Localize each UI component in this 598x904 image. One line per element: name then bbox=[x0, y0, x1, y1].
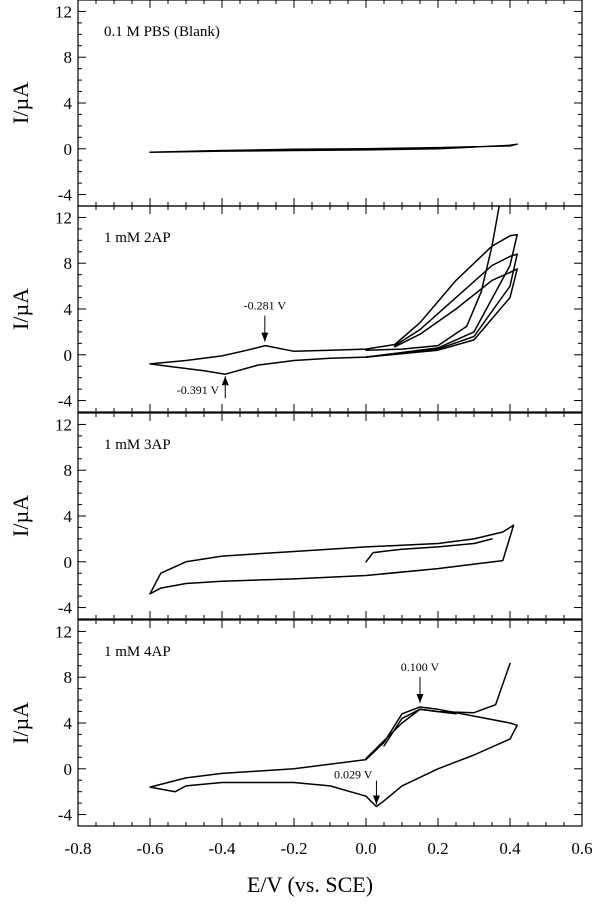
x-tick-label: 0.4 bbox=[499, 839, 521, 858]
y-tick-label: 0 bbox=[64, 760, 73, 779]
annotation-arrowhead bbox=[221, 376, 229, 386]
panel-label: 1 mM 4AP bbox=[104, 644, 171, 660]
x-tick-label: 0.2 bbox=[427, 839, 448, 858]
y-axis-title: I/µA bbox=[8, 288, 33, 330]
annotation-arrowhead bbox=[261, 332, 269, 342]
series-line-2 bbox=[365, 538, 493, 563]
y-tick-label: 4 bbox=[64, 507, 73, 526]
annotation-arrowhead bbox=[416, 693, 424, 703]
y-tick-label: 4 bbox=[64, 94, 73, 113]
series-line-1 bbox=[149, 143, 518, 153]
series-line-3 bbox=[365, 662, 511, 760]
y-tick-label: -4 bbox=[58, 806, 73, 825]
series-line-2 bbox=[383, 708, 457, 747]
series-line-1 bbox=[149, 524, 515, 595]
x-tick-label: 0.6 bbox=[571, 839, 592, 858]
series-line-3 bbox=[365, 268, 518, 358]
y-tick-label: -4 bbox=[58, 392, 73, 411]
y-tick-label: 12 bbox=[55, 415, 72, 434]
series-line-2 bbox=[365, 253, 518, 358]
series-line-4 bbox=[365, 205, 500, 351]
annotation-label: 0.100 V bbox=[401, 660, 440, 674]
y-tick-label: 8 bbox=[64, 48, 73, 67]
annotation-label: -0.391 V bbox=[177, 383, 220, 397]
panel-label: 1 mM 2AP bbox=[104, 230, 171, 246]
y-tick-label: -4 bbox=[58, 186, 73, 205]
y-tick-label: 12 bbox=[55, 622, 72, 641]
y-axis-title: I/µA bbox=[8, 495, 33, 537]
x-tick-label: -0.8 bbox=[65, 839, 92, 858]
y-tick-label: 0 bbox=[64, 346, 73, 365]
x-tick-label: -0.2 bbox=[281, 839, 308, 858]
x-tick-label: -0.4 bbox=[209, 839, 236, 858]
y-tick-label: 4 bbox=[64, 714, 73, 733]
y-tick-label: 8 bbox=[64, 461, 73, 480]
y-tick-label: 12 bbox=[55, 208, 72, 227]
y-tick-label: 0 bbox=[64, 140, 73, 159]
annotation-label: -0.281 V bbox=[244, 299, 287, 313]
y-tick-label: 0 bbox=[64, 553, 73, 572]
x-tick-label: 0.0 bbox=[355, 839, 376, 858]
annotation-arrowhead bbox=[372, 795, 380, 805]
series-line-1 bbox=[149, 233, 518, 375]
y-tick-label: 12 bbox=[55, 2, 72, 21]
panel-label: 0.1 M PBS (Blank) bbox=[104, 24, 220, 40]
y-tick-label: 8 bbox=[64, 668, 73, 687]
y-tick-label: 4 bbox=[64, 300, 73, 319]
panel-label: 1 mM 3AP bbox=[104, 437, 171, 453]
y-axis-title: I/µA bbox=[8, 82, 33, 124]
x-axis-title: E/V (vs. SCE) bbox=[247, 872, 373, 897]
y-tick-label: 8 bbox=[64, 254, 73, 273]
y-axis-title: I/µA bbox=[8, 702, 33, 744]
x-tick-label: -0.6 bbox=[137, 839, 164, 858]
y-tick-label: -4 bbox=[58, 599, 73, 618]
series-line-1 bbox=[149, 706, 518, 808]
annotation-label: 0.029 V bbox=[334, 768, 373, 782]
